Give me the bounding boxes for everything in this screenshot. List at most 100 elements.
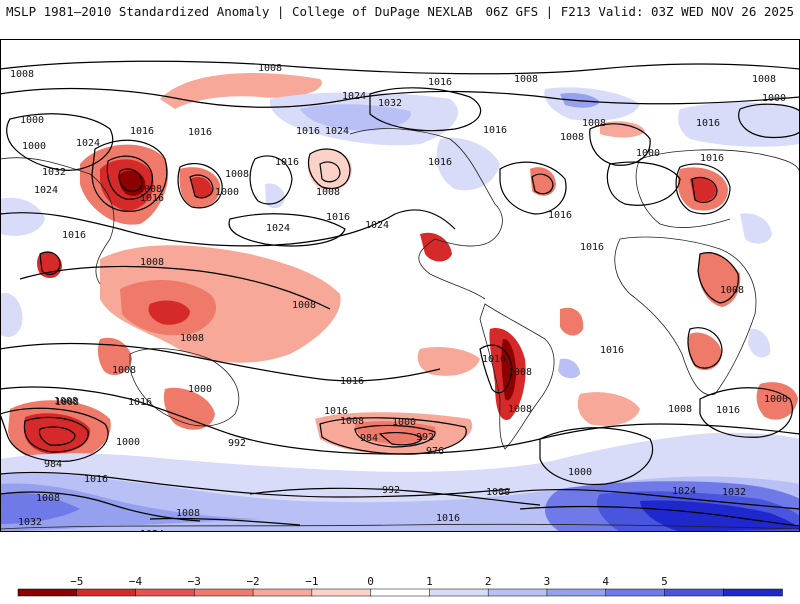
south-america-coast [479, 303, 555, 450]
coastlines [0, 128, 800, 530]
isobar-label: 1008 [560, 132, 584, 143]
model-run-valid-time: 06Z GFS | F213 Valid: 03Z WED NOV 26 202… [485, 4, 794, 19]
isobar-label: 984 [44, 459, 62, 470]
isobar-label: 1008 [752, 74, 776, 85]
isobar-label: 1016 [482, 354, 506, 365]
isobar-label: 1008 [176, 508, 200, 519]
colorbar-tick-label: −2 [246, 575, 259, 588]
asia-east-coast [0, 157, 115, 285]
isobar-label: 1016 [696, 118, 720, 129]
isobar-label: 1000 [392, 417, 416, 428]
isobar-label: 1016 [275, 157, 299, 168]
colorbar-swatch [605, 588, 666, 597]
colorbar-tick-label: 4 [602, 575, 609, 588]
isobar-labels: 1008 1008 1016 1008 1008 1000 1024 1032 … [10, 63, 788, 540]
isobar-label: 1008 [582, 118, 606, 129]
isobar-label: 1008 [36, 493, 60, 504]
isobar-label: 1000 [568, 467, 592, 478]
isobar-label: 1000 [215, 187, 239, 198]
isobar-label: 1016 [188, 127, 212, 138]
africa-coast [614, 236, 757, 396]
isobar-label: 1008 [10, 69, 34, 80]
colorbar-tick-label: 3 [544, 575, 551, 588]
isobar-label: 1000 [636, 148, 660, 159]
isobar-label: 992 [382, 485, 400, 496]
anomaly-map: 1008 1008 1016 1008 1008 1000 1024 1032 … [0, 39, 800, 540]
colorbar: −5 −4 −3 −2 −1 0 1 2 3 4 5 [0, 573, 800, 600]
colorbar-swatch [546, 588, 607, 597]
isobar-label: 1016 [716, 405, 740, 416]
isobar-label: 1016 [324, 406, 348, 417]
isobar-label: 1032 [722, 487, 746, 498]
colorbar-tick-label: 5 [661, 575, 668, 588]
isobar-label: 1016 [140, 193, 164, 204]
isobar-label: 976 [426, 446, 444, 457]
colorbar-tick-label: −4 [129, 575, 143, 588]
isobar-label: 1008 [258, 63, 282, 74]
isobar-label: 1008 [508, 404, 532, 415]
isobar-label: 1008 [225, 169, 249, 180]
colorbar-swatch [194, 588, 254, 597]
isobar-label: 1016 [84, 474, 108, 485]
colorbar-tick-labels: −5 −4 −3 −2 −1 0 1 2 3 4 5 [70, 575, 668, 588]
isobar-label: 1016 [326, 212, 350, 223]
isobar-label: 1008 [720, 285, 744, 296]
colorbar-tick-label: 2 [485, 575, 492, 588]
isobar-label: 1024 [672, 486, 696, 497]
isobar-label: 1000 [764, 394, 788, 405]
isobar-label: 1024 [34, 185, 58, 196]
colorbar-swatch [370, 588, 431, 597]
isobar-label: 1024 [342, 91, 366, 102]
isobar-label: 1008 [514, 74, 538, 85]
isobar-label: 1016 [428, 77, 452, 88]
isobar-label: 1008 [180, 333, 204, 344]
isobar-label: 1008 [316, 187, 340, 198]
colorbar-tick-label: −3 [188, 575, 201, 588]
isobar-label: 1008 [55, 397, 79, 408]
colorbar-tick-label: −5 [70, 575, 83, 588]
isobar-label: 1024 [365, 220, 389, 231]
isobar-label: 1016 [128, 397, 152, 408]
australia-coast [129, 348, 240, 427]
isobar-label: 1016 [600, 345, 624, 356]
isobar-label: 1016 [483, 125, 507, 136]
isobar-label: 1008 [340, 416, 364, 427]
isobar-label: 1008 [668, 404, 692, 415]
antarctica-coast [0, 523, 800, 530]
isobar-label: 1008 [138, 184, 162, 195]
isobar-label: 1016 [296, 126, 320, 137]
isobar-label: 1032 [18, 517, 42, 528]
north-america-coast [349, 128, 503, 300]
isobar-label: 1016 [436, 513, 460, 524]
isobar-label: 1024 [325, 126, 349, 137]
isobar-label: 1000 [116, 437, 140, 448]
colorbar-swatch [429, 588, 489, 597]
europe-coast [635, 149, 800, 228]
colorbar-canvas: −5 −4 −3 −2 −1 0 1 2 3 4 5 [17, 575, 783, 597]
isobar-label: 1024 [266, 223, 290, 234]
colorbar-tick-label: 1 [426, 575, 433, 588]
isobar-label: 992 [228, 438, 246, 449]
isobar-label: 1016 [428, 157, 452, 168]
colorbar-tick-label: −1 [305, 575, 318, 588]
colorbar-swatch [252, 588, 313, 597]
isobar-label: 1008 [292, 300, 316, 311]
isobar-label: 1000 [20, 115, 44, 126]
colorbar-swatches [17, 588, 783, 597]
isobar-label: 1000 [486, 487, 510, 498]
isobar-label: 1016 [548, 210, 572, 221]
isobar-label: 1000 [22, 141, 46, 152]
isobar-label: 1016 [700, 153, 724, 164]
map-title: MSLP 1981–2010 Standardized Anomaly | Co… [6, 4, 473, 19]
colorbar-swatch [487, 588, 548, 597]
colorbar-swatch [722, 588, 783, 597]
isobar-label: 1032 [42, 167, 66, 178]
map-canvas: 1008 1008 1016 1008 1008 1000 1024 1032 … [0, 39, 800, 540]
isobar-label: 1016 [130, 126, 154, 137]
isobar-label: 1008 [112, 365, 136, 376]
colorbar-swatch [135, 588, 196, 597]
isobar-label: 1024 [76, 138, 100, 149]
colorbar-tick-label: 0 [367, 575, 374, 588]
colorbar-swatch [311, 588, 372, 597]
isobar-label: 1008 [140, 257, 164, 268]
